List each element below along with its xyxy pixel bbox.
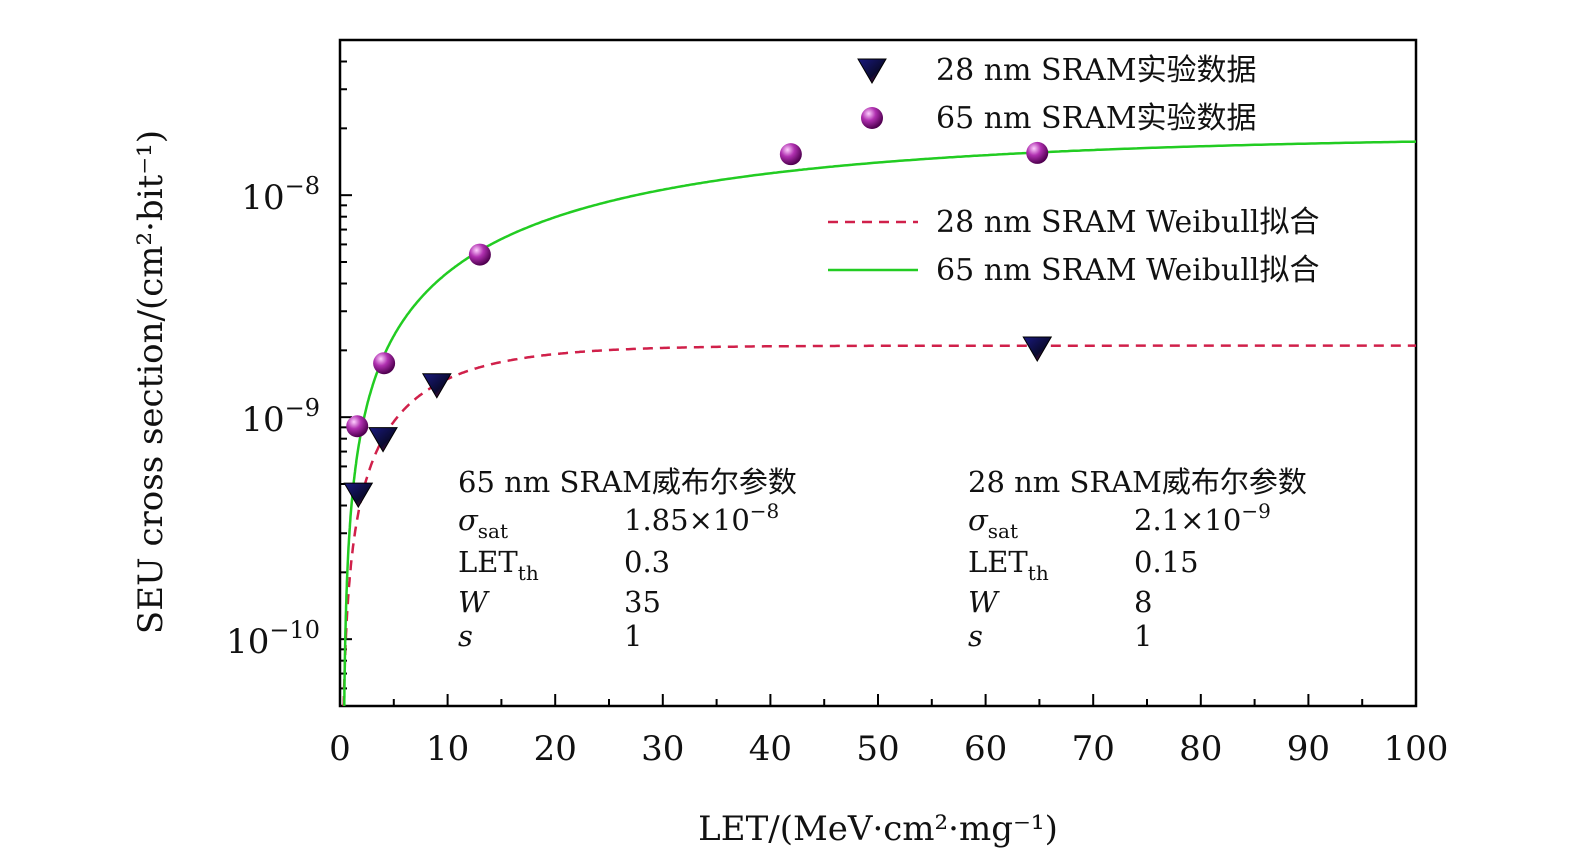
x-tick-label: 40 [749, 729, 792, 769]
data-point [368, 427, 398, 453]
data-point [346, 415, 369, 438]
parameter-value: 8 [1134, 585, 1152, 619]
x-tick-label: 90 [1287, 729, 1330, 769]
parameter-name: s [968, 619, 983, 653]
x-tick-label: 70 [1072, 729, 1115, 769]
parameter-name: σsat [458, 503, 508, 543]
legend-marker [857, 58, 887, 84]
parameter-value: 0.3 [624, 545, 670, 579]
parameter-name: σsat [968, 503, 1018, 543]
parameter-value: 35 [624, 585, 661, 619]
fit-curve [343, 140, 1416, 706]
data-point [343, 482, 374, 509]
data-point [779, 143, 802, 166]
x-tick-label: 50 [856, 729, 899, 769]
parameter-value: 1.85×10−8 [624, 499, 779, 537]
parameter-name: s [458, 619, 473, 653]
legend-label: 65 nm SRAM Weibull拟合 [936, 253, 1320, 288]
y-tick-label: 10−9 [241, 394, 320, 440]
parameter-value: 1 [624, 619, 642, 653]
plot-frame [338, 38, 1418, 708]
data-point [1026, 141, 1049, 164]
x-tick-label: 60 [964, 729, 1007, 769]
x-tick-label: 20 [534, 729, 577, 769]
x-axis-label: LET/(MeV·cm²·mg⁻¹) [698, 809, 1058, 849]
legend-label: 28 nm SRAM实验数据 [936, 53, 1257, 88]
y-tick-label: 10−10 [226, 616, 320, 662]
x-tick-label: 30 [641, 729, 684, 769]
parameter-name: W [968, 585, 1000, 619]
parameter-value: 2.1×10−9 [1134, 499, 1271, 537]
x-tick-label: 10 [426, 729, 469, 769]
fit-curve [342, 344, 1416, 706]
legend: 28 nm SRAM实验数据 65 nm SRAM实验数据 28 nm SRAM W… [828, 53, 1320, 288]
data-point [373, 352, 396, 375]
legend-marker [861, 107, 883, 129]
parameter-name: LETth [968, 545, 1049, 585]
parameter-table: 65 nm SRAM威布尔参数 σsat 1.85×10−8 LETth 0.3 W 35 s… [458, 465, 797, 653]
y-axis-label: SEU cross section/(cm²·bit⁻¹) [131, 130, 171, 634]
x-tick-label: 80 [1179, 729, 1222, 769]
parameter-table: 28 nm SRAM威布尔参数 σsat 2.1×10−9 LETth 0.15 W 8 s 1 [968, 465, 1307, 653]
parameter-value: 1 [1134, 619, 1152, 653]
curves [342, 140, 1416, 706]
parameter-table-title: 28 nm SRAM威布尔参数 [968, 465, 1307, 499]
parameter-value: 0.15 [1134, 545, 1199, 579]
y-tick-label: 10−8 [241, 172, 320, 218]
data-point [468, 243, 491, 266]
data-point [421, 373, 452, 399]
parameter-name: W [458, 585, 490, 619]
x-tick-label: 0 [329, 729, 351, 769]
x-tick-label: 100 [1384, 729, 1449, 769]
parameter-name: LETth [458, 545, 539, 585]
data-point [1022, 336, 1053, 362]
legend-label: 65 nm SRAM实验数据 [936, 101, 1257, 136]
legend-label: 28 nm SRAM Weibull拟合 [936, 205, 1320, 240]
parameter-table-title: 65 nm SRAM威布尔参数 [458, 465, 797, 499]
